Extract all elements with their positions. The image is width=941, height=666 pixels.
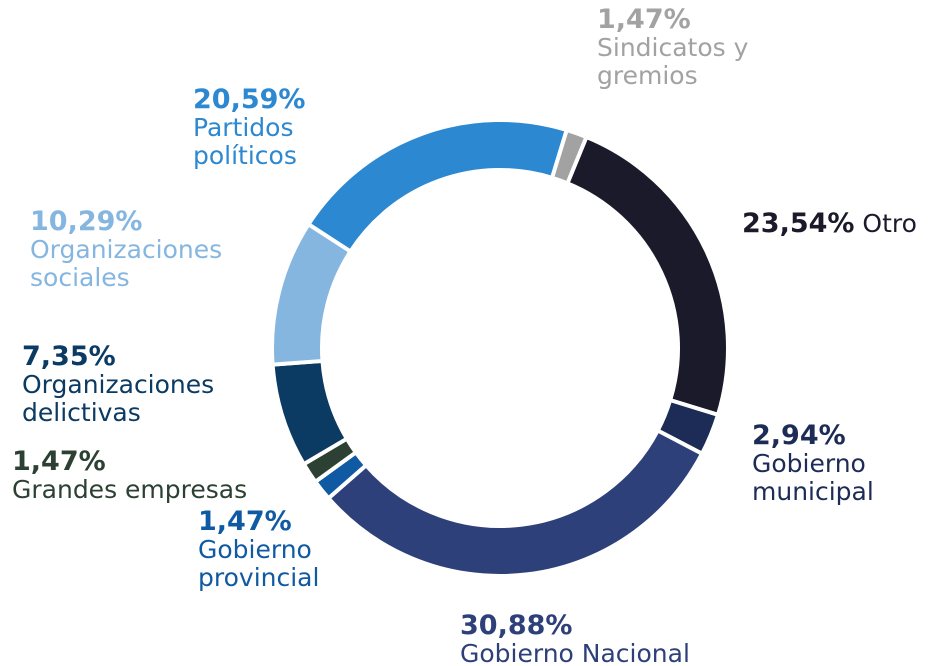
category-label: Gobierno Nacional [460,639,690,666]
category-label: Partidos políticos [193,113,297,170]
slice-label: 1,47% Grandes empresas [12,448,302,504]
category-label: Sindicatos y gremios [597,33,749,90]
percent-label: 2,94% [752,420,846,451]
slice-label: 2,94% Gobierno municipal [752,422,922,506]
category-label: Organizaciones sociales [30,235,223,292]
category-label: Grandes empresas [12,475,248,504]
category-label: Gobierno provincial [198,535,320,592]
slice [305,118,570,255]
slice-label: 10,29% Organizaciones sociales [30,208,270,292]
slice [564,134,730,418]
percent-label: 30,88% [460,610,573,641]
slice-label: 23,54% Otro [742,210,941,238]
percent-label: 1,47% [12,446,106,477]
category-label: Otro [862,209,917,238]
slice [325,427,705,578]
percent-label: 10,29% [30,206,143,237]
percent-label: 20,59% [193,84,306,115]
slice-label: 20,59% Partidos políticos [193,86,333,170]
slice-label: 1,47% Gobierno provincial [198,508,358,592]
percent-label: 1,47% [597,4,691,35]
slice-label: 1,47% Sindicatos y gremios [597,6,767,90]
percent-label: 23,54% [742,208,855,239]
slice-label: 7,35% Organizaciones delictivas [22,343,262,427]
slice-label: 30,88% Gobierno Nacional [460,612,780,666]
percent-label: 7,35% [22,341,116,372]
category-label: Gobierno municipal [752,449,874,506]
percent-label: 1,47% [198,506,292,537]
category-label: Organizaciones delictivas [22,370,215,427]
